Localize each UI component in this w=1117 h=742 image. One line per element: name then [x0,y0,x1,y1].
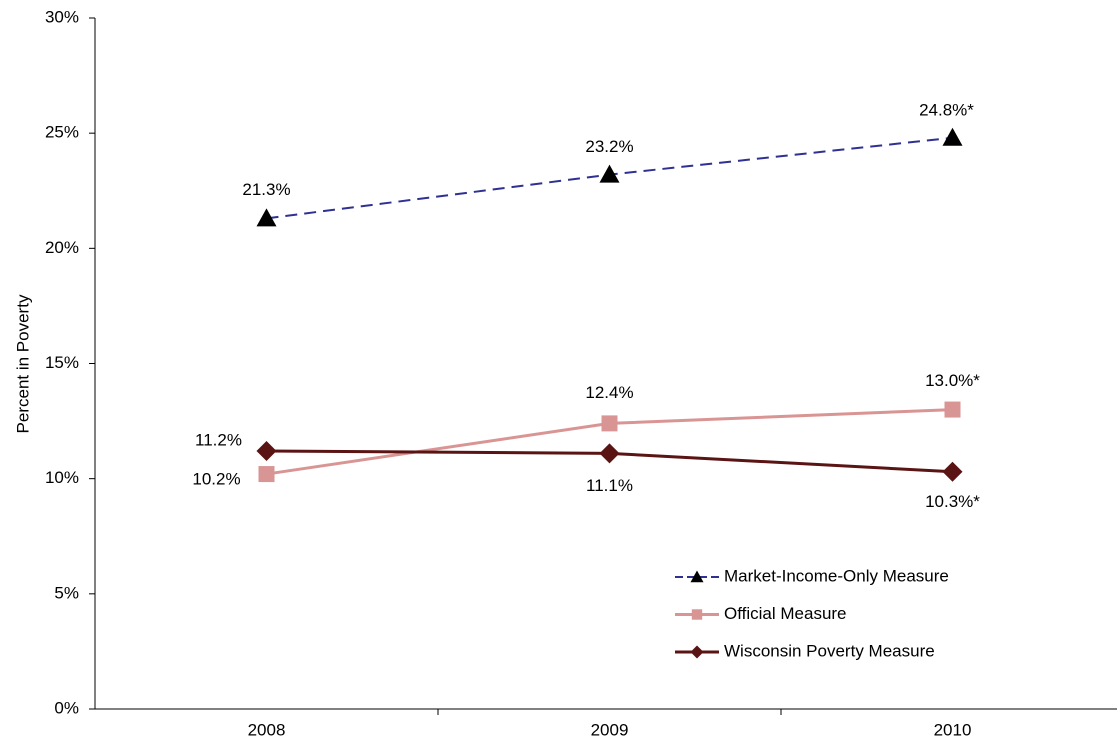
y-tick-label: 30% [45,7,79,26]
marker [256,208,277,227]
legend-label: Official Measure [724,604,847,623]
marker [256,441,277,462]
y-tick-label: 20% [45,238,79,257]
legend-marker [690,645,704,659]
data-label: 10.3%* [925,492,980,511]
legend-marker [690,570,704,583]
marker [601,415,618,432]
x-tick-label: 2008 [248,720,286,739]
y-tick-label: 0% [54,698,79,717]
x-tick-label: 2009 [591,720,629,739]
data-label: 24.8%* [919,100,974,119]
legend-label: Wisconsin Poverty Measure [724,641,935,660]
marker [942,461,963,482]
data-label: 21.3% [242,180,290,199]
data-label: 11.1% [586,476,633,495]
data-label: 10.2% [192,470,240,489]
y-axis-label: Percent in Poverty [13,294,32,433]
y-tick-label: 15% [45,353,79,372]
y-tick-label: 25% [45,123,79,142]
marker [258,466,275,483]
data-label: 12.4% [585,383,633,402]
legend-label: Market-Income-Only Measure [724,566,949,585]
y-tick-label: 5% [54,583,79,602]
y-tick-label: 10% [45,468,79,487]
data-label: 13.0%* [925,371,980,390]
x-tick-label: 2010 [934,720,972,739]
data-label: 23.2% [585,137,633,156]
marker [599,164,620,183]
marker [599,443,620,464]
legend-marker [691,609,703,620]
marker [944,401,961,418]
data-label: 11.2% [195,431,242,450]
marker [942,127,963,146]
